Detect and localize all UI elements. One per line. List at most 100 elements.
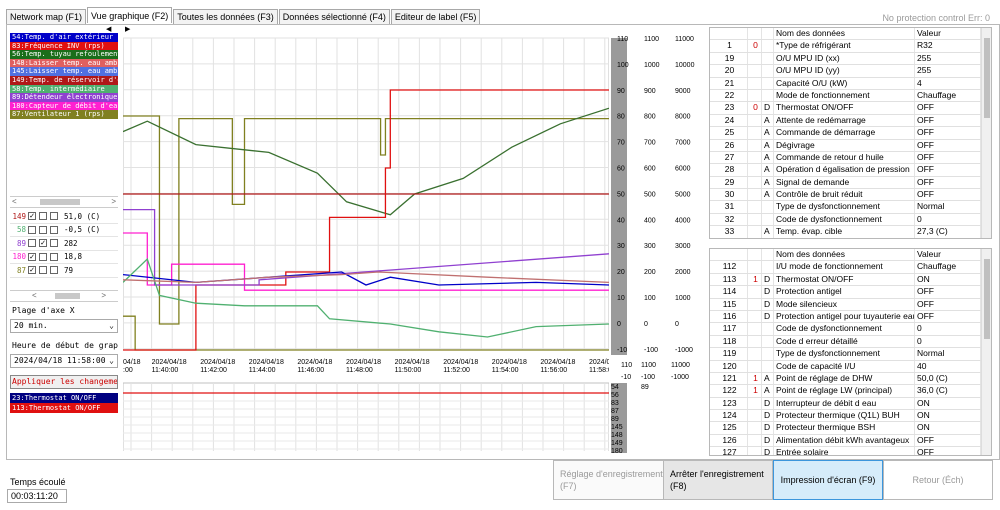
channel-checkbox[interactable]: ✓ [28,211,36,221]
header-cell[interactable] [710,28,748,40]
table-row[interactable]: 119 Type de dysfonctionnement Normal [710,348,991,361]
legend-entry[interactable]: 87:Ventilateur 1 (rps) [10,110,118,119]
header-cell[interactable]: Valeur [915,249,981,261]
channel-checkbox[interactable] [50,225,58,234]
channel-checkbox[interactable]: ✓ [28,265,36,275]
channel-checkbox[interactable] [39,225,47,234]
channel-checkbox[interactable] [50,212,58,221]
chart-expand-icon[interactable]: ▶ [125,26,131,33]
table-scrollbar[interactable] [981,28,991,238]
channel-checkbox[interactable] [28,225,36,234]
table-row[interactable]: 121 1 A Point de réglage de DHW 50,0 (C) [710,372,991,386]
table-row[interactable]: 113 1 D Thermostat ON/OFF ON [710,273,991,287]
scroll-left-icon[interactable]: < [32,291,37,300]
table-row[interactable]: 125 D Protecteur thermique BSH ON [710,422,991,435]
channel-checkbox[interactable]: ✓ [28,251,36,261]
table-row[interactable]: 115 D Mode silencieux OFF [710,298,991,311]
header-cell[interactable] [748,28,762,40]
stop-recording-button[interactable]: Arrêter l'enregistrement (F8) [663,460,773,500]
scroll-right-icon[interactable]: > [111,197,116,206]
screenshot-button[interactable]: Impression d'écran (F9) [773,460,883,500]
table-row[interactable]: 124 D Protecteur thermique (Q1L) BUH ON [710,410,991,423]
header-cell[interactable] [748,249,762,261]
channel-checkbox[interactable] [50,266,58,275]
table-row[interactable]: 118 Code d erreur détaillé 0 [710,335,991,349]
table-row[interactable]: 30 A Contrôle de bruit réduit OFF [710,189,991,202]
legend-entry[interactable]: 83:Fréquence INV (rps) [10,41,118,51]
table-row[interactable]: 20 O/U MPU ID (yy) 255 [710,65,991,78]
data-table-top[interactable]: Nom des données Valeur 1 0 *Type de réfrigér… [709,27,992,239]
header-cell[interactable] [710,249,748,261]
header-cell[interactable]: Nom des données [774,28,915,40]
legend-hscrollbar[interactable]: < > [10,196,118,208]
channel-checkbox[interactable] [39,212,47,221]
scroll-thumb[interactable] [984,259,990,339]
table-row[interactable]: 25 A Commande de démarrage OFF [710,127,991,140]
digital-legend-entry[interactable]: 23:Thermostat ON/OFF [10,393,118,403]
list-collapse-icon[interactable]: ◀ [106,26,112,33]
data-table-bottom[interactable]: Nom des données Valeur 112 I/U mode de fonc… [709,248,992,456]
table-row[interactable]: 116 D Protection antigel pour tuyauterie e… [710,310,991,324]
table-row[interactable]: 26 A Dégivrage OFF [710,139,991,152]
header-cell[interactable]: Valeur [915,28,981,40]
channel-checkbox[interactable] [50,252,58,261]
legend-entry[interactable]: 58:Temp. intermédiaire [10,84,118,94]
table-row[interactable]: 114 D Protection antigel OFF [710,286,991,299]
channel-row: 87 ✓ 79 [10,264,118,278]
header-cell[interactable] [762,28,774,40]
table-row[interactable]: 19 O/U MPU ID (xx) 255 [710,52,991,66]
tab-2[interactable]: Toutes les données (F3) [173,9,278,24]
legend-entry[interactable]: 54:Temp. d'air extérieur [10,33,118,42]
table-row[interactable]: 27 A Commande de retour d huile OFF [710,151,991,165]
table-scrollbar[interactable] [981,249,991,455]
table-row[interactable]: 120 Code de capacité I/U 40 [710,360,991,373]
channel-checkbox[interactable]: ✓ [39,238,47,248]
table-row[interactable]: 22 Mode de fonctionnement Chauffage [710,89,991,103]
table-row[interactable]: 112 I/U mode de fonctionnement Chauffage [710,261,991,274]
channel-checkbox[interactable] [50,239,58,248]
tab-1[interactable]: Vue graphique (F2) [87,7,173,23]
table-row[interactable]: 32 Code de dysfonctionnement 0 [710,213,991,227]
channel-checkbox[interactable] [39,266,47,275]
table-row[interactable]: 126 D Alimentation débit kWh avantageux OFF [710,434,991,448]
tab-4[interactable]: Editeur de label (F5) [390,9,481,24]
legend-entry[interactable]: 89:Détendeur électronique [10,93,118,102]
header-cell[interactable] [762,249,774,261]
scroll-thumb[interactable] [40,199,80,205]
record-settings-button[interactable]: Réglage d'enregistrement (F7) [553,460,665,500]
table-row[interactable]: 28 A Opération d égalisation de pression OF… [710,164,991,177]
tab-0[interactable]: Network map (F1) [6,9,87,24]
channel-hscrollbar[interactable]: < > [10,290,118,302]
trend-chart[interactable]: 04/18:002024/04/1811:40:002024/04/1811:4… [123,33,609,451]
header-cell[interactable]: Nom des données [774,249,915,261]
scroll-thumb[interactable] [984,38,990,118]
table-row[interactable]: 21 Capacité O/U (kW) 4 [710,77,991,90]
table-row[interactable]: 117 Code de dysfonctionnement 0 [710,323,991,336]
back-button[interactable]: Retour (Éch) [883,460,993,500]
legend-entry[interactable]: 149:Temp. de réservoir d'eau [10,75,118,85]
start-time-input[interactable]: 2024/04/18 11:58:00 ⌄ [10,354,118,368]
table-row[interactable]: 1 0 *Type de réfrigérant R32 [710,40,991,53]
table-row[interactable]: 127 D Entrée solaire OFF [710,447,991,455]
digital-legend-entry[interactable]: 113:Thermostat ON/OFF [10,403,118,413]
channel-checkbox[interactable] [28,239,36,248]
table-row[interactable]: 31 Type de dysfonctionnement Normal [710,201,991,214]
apply-changes-button[interactable]: Appliquer les changements [10,375,118,389]
legend-entry[interactable]: 180:Capteur de débit d'eau [10,101,118,111]
table-row[interactable]: 33 A Temp. évap. cible 27,3 (C) [710,226,991,238]
legend-entry[interactable]: 56:Temp. tuyau refoulement [10,50,118,59]
tab-3[interactable]: Données sélectionné (F4) [278,9,390,24]
table-row[interactable]: 122 1 A Point de réglage LW (principal) 36,0… [710,385,991,398]
axis-range-select[interactable]: 20 min. ⌄ [10,319,118,333]
table-row[interactable]: 24 A Attente de redémarrage OFF [710,114,991,128]
table-row[interactable]: 23 0 D Thermostat ON/OFF OFF [710,102,991,115]
scroll-right-icon[interactable]: > [101,291,106,300]
scroll-thumb[interactable] [55,293,80,299]
table-row[interactable]: 123 D Interrupteur de débit d eau ON [710,397,991,411]
table-row[interactable]: 29 A Signal de demande OFF [710,176,991,190]
table-cell: 117 [710,323,748,335]
legend-entry[interactable]: 145:Laisser temp. eau ambiante [10,67,118,76]
channel-checkbox[interactable] [39,252,47,261]
scroll-left-icon[interactable]: < [12,197,17,206]
legend-entry[interactable]: 148:Laisser temp. eau ambiante [10,58,118,68]
